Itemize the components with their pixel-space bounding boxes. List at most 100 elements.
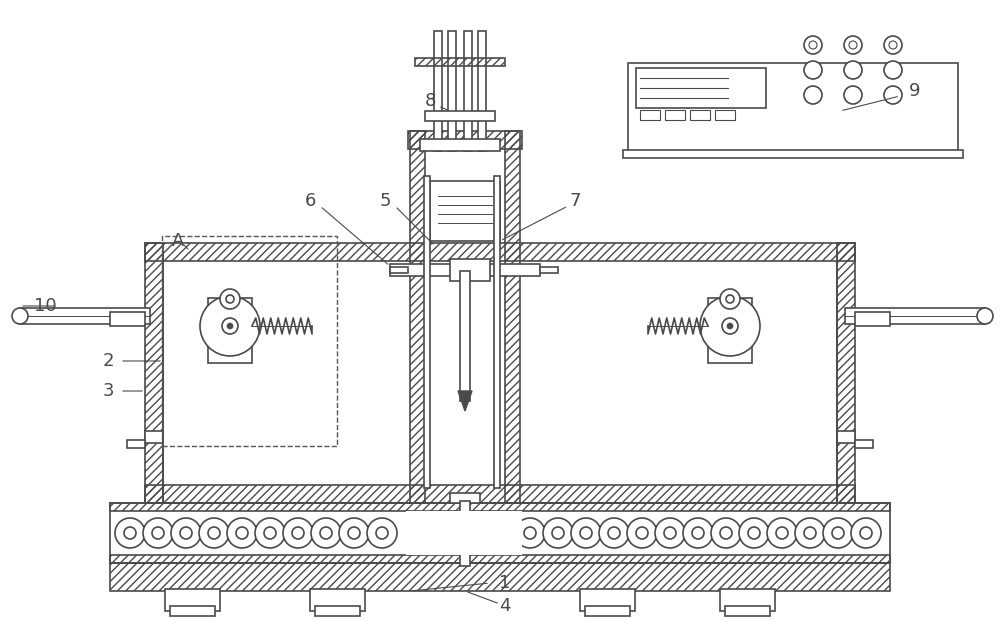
Circle shape [739, 518, 769, 548]
Circle shape [571, 518, 601, 548]
Bar [145, 243, 163, 503]
Circle shape [143, 518, 173, 548]
Circle shape [367, 518, 397, 548]
Bar [665, 110, 685, 120]
Circle shape [804, 36, 822, 54]
Circle shape [552, 527, 564, 539]
Circle shape [711, 518, 741, 548]
Bar [110, 503, 890, 563]
Circle shape [227, 518, 257, 548]
Circle shape [720, 527, 732, 539]
Bar [127, 440, 145, 448]
Circle shape [12, 308, 28, 324]
Bar [585, 606, 630, 616]
Bar [424, 176, 430, 488]
Circle shape [683, 518, 713, 548]
Circle shape [889, 41, 897, 49]
Circle shape [727, 323, 733, 329]
Bar [715, 110, 735, 120]
Text: A: A [172, 232, 184, 250]
Circle shape [655, 518, 685, 548]
Circle shape [208, 527, 220, 539]
Circle shape [171, 518, 201, 548]
Polygon shape [458, 391, 472, 411]
Circle shape [804, 61, 822, 79]
Text: 8: 8 [424, 92, 436, 110]
Circle shape [776, 527, 788, 539]
Bar [208, 298, 252, 363]
Bar [690, 110, 710, 120]
Bar [165, 589, 220, 611]
Circle shape [220, 289, 240, 309]
Circle shape [608, 527, 620, 539]
Bar [540, 267, 558, 273]
Bar [855, 440, 873, 448]
Bar [725, 606, 770, 616]
Bar [448, 31, 456, 151]
Circle shape [700, 296, 760, 356]
Bar [415, 58, 505, 66]
Circle shape [692, 527, 704, 539]
Text: 5: 5 [379, 192, 391, 210]
Bar [450, 493, 480, 503]
Bar [110, 563, 890, 591]
Circle shape [320, 527, 332, 539]
Text: 10: 10 [34, 297, 56, 315]
Circle shape [199, 518, 229, 548]
Bar [464, 31, 472, 151]
Circle shape [977, 308, 993, 324]
Bar [460, 501, 470, 566]
Bar [20, 308, 150, 324]
Bar [315, 606, 360, 616]
Bar [425, 111, 495, 121]
Text: 1: 1 [499, 574, 511, 592]
Circle shape [152, 527, 164, 539]
Circle shape [599, 518, 629, 548]
Circle shape [226, 295, 234, 303]
Text: 7: 7 [569, 192, 581, 210]
Bar [837, 243, 855, 503]
Circle shape [804, 86, 822, 104]
Bar [390, 267, 408, 273]
Bar [478, 31, 486, 151]
Bar [434, 31, 442, 151]
Bar [410, 131, 425, 503]
Circle shape [860, 527, 872, 539]
Bar [430, 181, 500, 241]
Circle shape [884, 36, 902, 54]
Bar [406, 511, 522, 555]
Circle shape [515, 518, 545, 548]
Bar [162, 236, 337, 446]
Bar [580, 589, 635, 611]
Circle shape [124, 527, 136, 539]
Bar [623, 150, 963, 158]
Circle shape [884, 86, 902, 104]
Circle shape [809, 41, 817, 49]
Bar [837, 431, 855, 443]
Circle shape [795, 518, 825, 548]
Circle shape [200, 296, 260, 356]
Circle shape [627, 518, 657, 548]
Bar [162, 236, 337, 446]
Circle shape [311, 518, 341, 548]
Circle shape [767, 518, 797, 548]
Bar [640, 110, 660, 120]
Bar [505, 131, 520, 503]
Circle shape [851, 518, 881, 548]
Bar [845, 308, 985, 324]
Circle shape [844, 86, 862, 104]
Circle shape [664, 527, 676, 539]
Circle shape [264, 527, 276, 539]
Bar [408, 131, 522, 149]
Circle shape [283, 518, 313, 548]
Bar [420, 139, 500, 151]
Circle shape [720, 289, 740, 309]
Circle shape [844, 61, 862, 79]
Bar [636, 68, 766, 108]
Bar [110, 312, 145, 326]
Bar [390, 264, 540, 276]
Circle shape [543, 518, 573, 548]
Bar [855, 312, 890, 326]
Bar [110, 503, 890, 511]
Circle shape [180, 527, 192, 539]
